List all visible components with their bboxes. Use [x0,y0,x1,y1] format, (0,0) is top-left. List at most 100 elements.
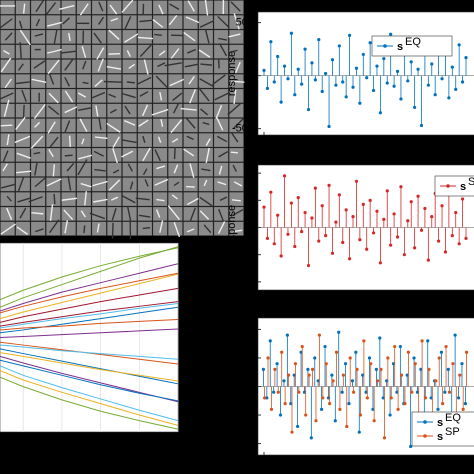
filter-patch [0,59,15,74]
filter-patch [15,44,30,59]
line-series [0,272,179,314]
filter-stroke [19,42,22,61]
filter-stroke [67,175,72,191]
filter-patch [15,15,30,29]
filter-stroke [216,135,228,143]
filter-stroke [0,223,16,235]
filter-stroke [68,32,71,42]
x-tick-label: 3000 [166,436,190,448]
filter-stroke [28,196,43,203]
stem-marker [447,96,451,100]
filter-stroke [35,0,45,13]
filter-patch [92,148,107,162]
filter-stroke [84,191,88,206]
filter-stroke [123,16,132,33]
filter-stroke [151,108,169,116]
filter-stroke [164,62,182,67]
stem-marker [338,407,342,411]
stem-marker [389,396,393,400]
stem-marker [440,77,444,81]
filter-stroke [18,20,23,29]
filter-patch [229,192,244,206]
filter-patch [137,148,152,162]
filter-stroke [48,73,55,85]
filter-patch [229,177,244,192]
filter-stroke [203,224,212,234]
filter-patch [198,148,213,162]
filter-stroke [53,193,56,205]
stem-marker [262,68,266,72]
stem-marker [365,396,369,400]
filter-stroke [108,179,121,191]
filter-stroke [234,61,241,74]
filter-stroke [96,47,105,60]
stem-marker [437,239,441,243]
stem-marker [396,407,400,411]
stem-marker [357,430,361,434]
filter-patch [198,118,213,133]
legend-marker [423,434,427,438]
stem-marker [313,78,317,82]
filter-stroke [137,36,153,40]
y-tick-label: 1 [248,323,254,335]
filter-stroke [156,165,166,170]
filter-patch [122,74,137,88]
filter-stroke [48,219,60,234]
filter-stroke [126,81,135,84]
filter-stroke [154,149,161,162]
stem-marker [286,373,291,377]
stem-marker [423,206,427,211]
filter-stroke [200,108,209,116]
filter-stroke [204,29,210,44]
filter-patch [153,207,168,221]
filter-stroke [49,204,54,221]
stem-marker [310,61,314,65]
y-tick-label: -0.5 [235,409,254,421]
filter-stroke [35,228,44,233]
filter-patch [137,89,152,103]
stem-marker [344,208,348,212]
stem-marker [334,350,339,354]
filter-patch [198,192,213,206]
legend-label: s [460,181,466,193]
stem-marker [324,362,328,366]
line-series [0,287,179,323]
filter-patch [31,221,46,236]
filter-patch [61,59,76,74]
chart [257,11,474,136]
filter-stroke [231,49,238,53]
filter-patch [122,103,137,118]
y-tick-label: 4 [248,167,254,179]
filter-patch [137,118,152,133]
filter-patch [76,103,91,118]
filter-patch [137,133,152,147]
stem-marker [395,69,400,73]
filter-patch [107,15,122,29]
filter-patch [107,30,122,44]
filter-stroke [6,134,10,146]
filter-patch [183,15,198,29]
stem-marker [348,356,352,360]
x-axis-label: iterations [67,450,112,462]
filter-patch [107,59,122,74]
filter-stroke [97,58,104,72]
filter-stroke [185,117,196,129]
line-series [0,302,179,329]
stem-marker [410,390,414,394]
filter-stroke [186,228,195,233]
filter-stroke [158,4,164,15]
stem-marker [306,263,311,268]
filter-patch [168,221,183,236]
stem-marker [426,339,430,343]
stem-marker [282,174,287,178]
stem-marker [389,243,393,247]
filter-stroke [121,150,134,158]
stem-marker [444,344,448,349]
filter-stroke [34,176,47,188]
filter-patch [198,177,213,192]
filter-stroke [52,164,56,177]
filter-stroke [218,43,228,57]
stem-marker [416,67,420,71]
filter-stroke [230,209,244,217]
